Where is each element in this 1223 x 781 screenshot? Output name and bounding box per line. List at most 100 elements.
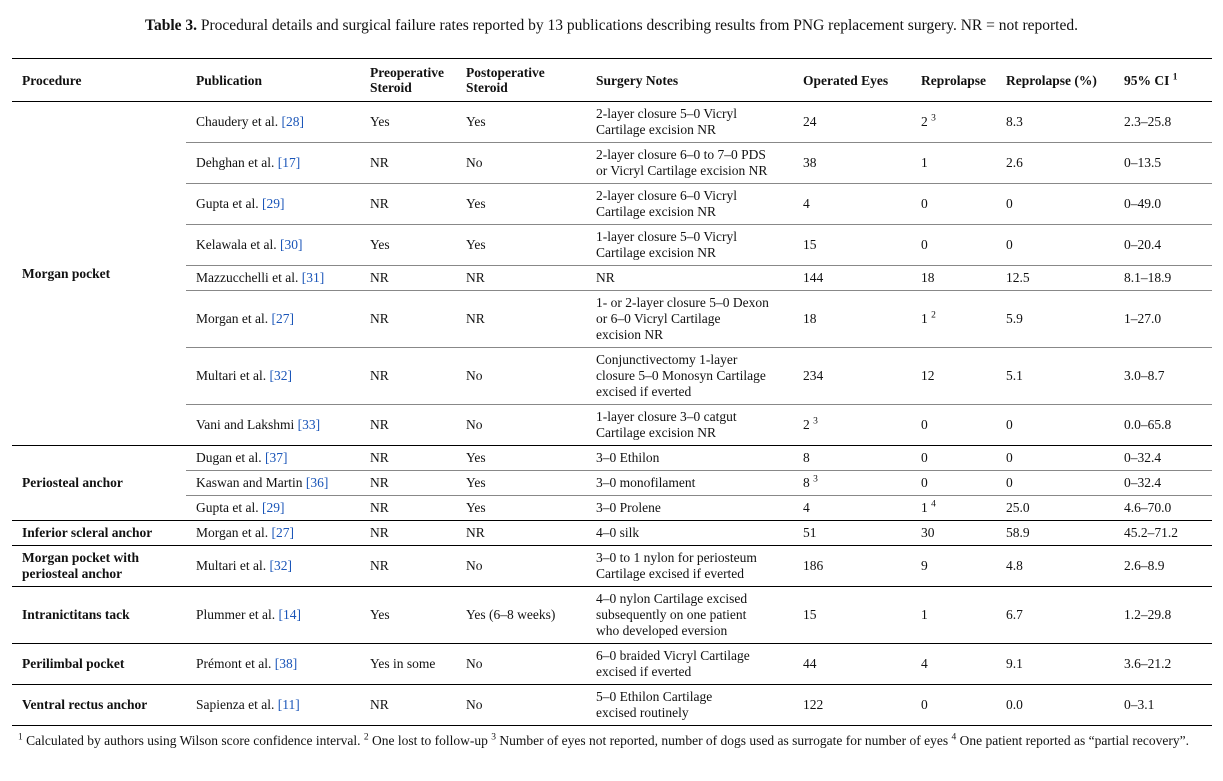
postop-steroid-cell: Yes: [456, 495, 586, 521]
ci-cell: 3.6–21.2: [1114, 643, 1212, 685]
table-row: Ventral rectus anchor Sapienza et al. [11…: [12, 684, 1212, 726]
data-table: Procedure Publication Preoperative Steroi…: [12, 58, 1212, 726]
reprolapse-cell: 1: [911, 142, 996, 184]
procedure-cell: Ventral rectus anchor: [12, 684, 186, 726]
reprolapse-pct-cell: 0: [996, 445, 1114, 471]
operated-eyes-cell: 15: [793, 224, 911, 266]
table-row: Mazzucchelli et al. [31] NR NR NR 144 18 12.5 8…: [12, 265, 1212, 291]
publication-cell: Chaudery et al. [28]: [196, 114, 304, 129]
header-surgery-notes: Surgery Notes: [586, 58, 793, 102]
table-row: Inferior scleral anchor Morgan et al. [27…: [12, 520, 1212, 546]
reprolapse-pct-cell: 9.1: [996, 643, 1114, 685]
header-procedure: Procedure: [12, 58, 186, 102]
operated-eyes-cell: 38: [793, 142, 911, 184]
surgery-notes-cell: 3–0 monofilament: [586, 470, 793, 496]
operated-eyes-cell: 186: [793, 545, 911, 587]
publication-cell: Morgan et al. [27]: [186, 520, 360, 546]
operated-eyes-cell: 144: [793, 265, 911, 291]
header-reprolapse: Reprolapse: [911, 58, 996, 102]
reprolapse-pct-cell: 12.5: [996, 265, 1114, 291]
publication-cell: Morgan et al. [27]: [186, 290, 360, 348]
ci-cell: 0.0–65.8: [1114, 404, 1212, 446]
table-row: Morgan pocket Chaudery et al. [28] Yes Yes 2…: [12, 102, 1212, 281]
reprolapse-cell: 4: [911, 643, 996, 685]
table-row: Perilimbal pocket Prémont et al. [38] Yes …: [12, 643, 1212, 685]
reprolapse-cell: 30: [911, 520, 996, 546]
surgery-notes-cell: 1-layer closure 5–0 Vicryl Cartilage exci…: [586, 224, 793, 266]
table-row: Kaswan and Martin [36] NR Yes 3–0 monofilam…: [12, 470, 1212, 496]
surgery-notes-cell: 3–0 Prolene: [586, 495, 793, 521]
table-body: Morgan pocket Chaudery et al. [28] Yes Yes 2…: [12, 102, 1212, 726]
header-reprolapse-pct: Reprolapse (%): [996, 58, 1114, 102]
operated-eyes-cell: 15: [793, 586, 911, 644]
procedure-cell: Periosteal anchor: [12, 445, 186, 521]
reprolapse-cell: 9: [911, 545, 996, 587]
header-operated-eyes: Operated Eyes: [793, 58, 911, 102]
operated-eyes-cell: 8 3: [793, 470, 911, 496]
preop-steroid-cell: NR: [360, 404, 456, 446]
table-row: Dehghan et al. [17] NR No 2-layer closure 6…: [12, 142, 1212, 184]
publication-cell: Sapienza et al. [11]: [186, 684, 360, 726]
procedure-cell: Perilimbal pocket: [12, 643, 186, 685]
reprolapse-cell: 0: [911, 445, 996, 471]
preop-steroid-cell: NR: [360, 290, 456, 348]
surgery-notes-cell: 4–0 silk: [586, 520, 793, 546]
preop-steroid-cell: NR: [360, 265, 456, 291]
ci-cell: 0–13.5: [1114, 142, 1212, 184]
postop-steroid-cell: Yes: [466, 114, 486, 129]
table-row: Morgan pocket with periosteal anchor Multa…: [12, 545, 1212, 587]
reprolapse-pct-cell: 0: [996, 404, 1114, 446]
preop-steroid-cell: Yes: [360, 586, 456, 644]
surgery-notes-cell: 2-layer closure 6–0 to 7–0 PDS or Vicryl …: [586, 142, 793, 184]
ci-cell: 3.0–8.7: [1114, 347, 1212, 405]
procedure-cell: Inferior scleral anchor: [12, 520, 186, 546]
reprolapse-cell: 0: [911, 404, 996, 446]
header-row: Procedure Publication Preoperative Steroi…: [12, 58, 1212, 102]
table-row: Morgan et al. [27] NR NR 1- or 2-layer clos…: [12, 290, 1212, 348]
publication-cell: Multari et al. [32]: [186, 347, 360, 405]
reprolapse-pct-cell: 0: [996, 183, 1114, 225]
preop-steroid-cell: NR: [360, 520, 456, 546]
header-ci: 95% CI 1: [1114, 58, 1212, 102]
postop-steroid-cell: No: [456, 545, 586, 587]
reprolapse-cell: 0: [911, 183, 996, 225]
table-row: Gupta et al. [29] NR Yes 2-layer closure 6–…: [12, 183, 1212, 225]
procedure-cell: Morgan pocket with periosteal anchor: [12, 545, 186, 587]
preop-steroid-cell: Yes in some: [360, 643, 456, 685]
reprolapse-pct-cell: 0: [996, 470, 1114, 496]
operated-eyes-cell: 8: [793, 445, 911, 471]
reprolapse-cell: 1 2: [911, 290, 996, 348]
reprolapse-cell: 1: [911, 586, 996, 644]
publication-cell: Dugan et al. [37]: [186, 445, 360, 471]
reprolapse-pct-cell: 0: [996, 224, 1114, 266]
surgery-notes-cell: 2-layer closure 6–0 Vicryl Cartilage exci…: [586, 183, 793, 225]
ci-cell: 0–32.4: [1114, 470, 1212, 496]
surgery-notes-cell: 3–0 to 1 nylon for periosteum Cartilage e…: [586, 545, 793, 587]
operated-eyes-cell: 122: [793, 684, 911, 726]
header-publication: Publication: [186, 58, 360, 102]
table-row: Intranictitans tack Plummer et al. [14] Ye…: [12, 586, 1212, 644]
operated-eyes-cell: 2 3: [793, 404, 911, 446]
ci-cell: 0–3.1: [1114, 684, 1212, 726]
preop-steroid-cell: NR: [360, 684, 456, 726]
postop-steroid-cell: Yes (6–8 weeks): [456, 586, 586, 644]
publication-cell: Gupta et al. [29]: [186, 183, 360, 225]
reprolapse-cell: 12: [911, 347, 996, 405]
ci-cell: 1–27.0: [1114, 290, 1212, 348]
ci-cell: 4.6–70.0: [1114, 495, 1212, 521]
table-row: Gupta et al. [29] NR Yes 3–0 Prolene 4 1 4 25.…: [12, 495, 1212, 521]
publication-cell: Kelawala et al. [30]: [186, 224, 360, 266]
postop-steroid-cell: Yes: [456, 470, 586, 496]
postop-steroid-cell: No: [456, 142, 586, 184]
reprolapse-pct-cell: 8.3: [1006, 114, 1023, 129]
surgery-notes-cell: 2-layer closure 5–0 Vicryl Cartilage exci…: [596, 106, 738, 137]
ci-cell: 8.1–18.9: [1114, 265, 1212, 291]
surgery-notes-cell: 4–0 nylon Cartilage excised subsequently …: [586, 586, 793, 644]
publication-cell: Mazzucchelli et al. [31]: [186, 265, 360, 291]
postop-steroid-cell: No: [456, 684, 586, 726]
preop-steroid-cell: NR: [360, 183, 456, 225]
postop-steroid-cell: NR: [456, 265, 586, 291]
table-caption: Table 3. Procedural details and surgical…: [0, 17, 1223, 35]
operated-eyes-cell: 18: [793, 290, 911, 348]
reprolapse-pct-cell: 5.9: [996, 290, 1114, 348]
